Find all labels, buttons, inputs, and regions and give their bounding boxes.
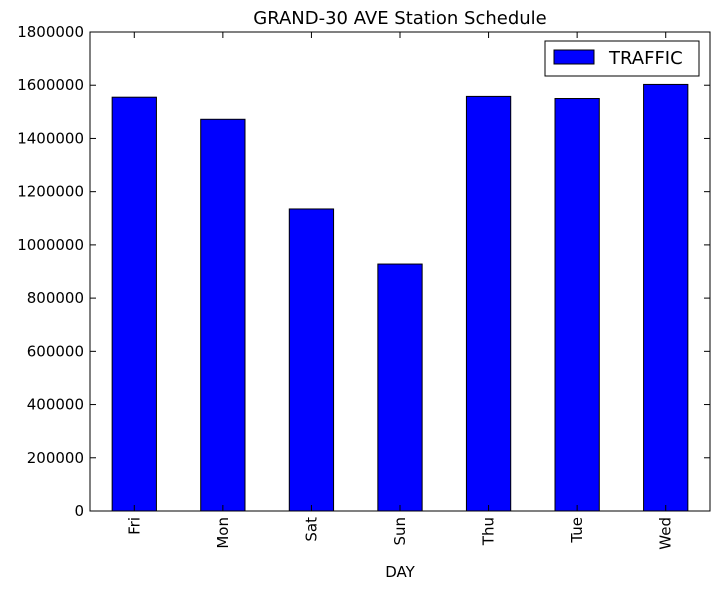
bar-mon — [200, 118, 246, 512]
x-tick-label-sun: Sun — [391, 517, 409, 546]
x-tick-label-thu: Thu — [480, 517, 498, 546]
x-tick-label-mon: Mon — [214, 517, 232, 549]
y-tick-label: 1600000 — [17, 76, 84, 94]
bar-thu — [465, 95, 512, 512]
bar-tue — [554, 98, 600, 512]
y-tick-label: 800000 — [27, 289, 84, 307]
bar-sat — [288, 208, 335, 512]
x-tick-label-sat: Sat — [302, 517, 320, 542]
bar-sun — [377, 263, 423, 512]
chart-title: GRAND-30 AVE Station Schedule — [253, 8, 546, 29]
bar-wed — [643, 83, 689, 512]
x-tick-label-wed: Wed — [657, 517, 675, 550]
y-tick-label: 0 — [74, 502, 84, 520]
y-tick-label: 400000 — [27, 396, 84, 414]
y-tick-label: 1400000 — [17, 129, 84, 147]
x-tick-label-fri: Fri — [125, 517, 143, 535]
y-tick-label: 600000 — [27, 342, 84, 360]
x-tick-label-tue: Tue — [568, 517, 586, 544]
y-tick-label: 1200000 — [17, 183, 84, 201]
legend: TRAFFIC — [544, 40, 700, 77]
y-tick-label: 200000 — [27, 449, 84, 467]
legend-label: TRAFFIC — [608, 48, 683, 69]
legend-swatch — [553, 49, 595, 65]
plot-area: 0 200000 400000 600000 800000 1000000 1200000 1… — [17, 23, 711, 550]
y-tick-label: 1000000 — [17, 236, 84, 254]
bar-fri — [111, 96, 157, 512]
y-tick-label: 1800000 — [17, 23, 84, 41]
x-axis-title: DAY — [385, 563, 415, 581]
legend-box — [544, 40, 700, 77]
